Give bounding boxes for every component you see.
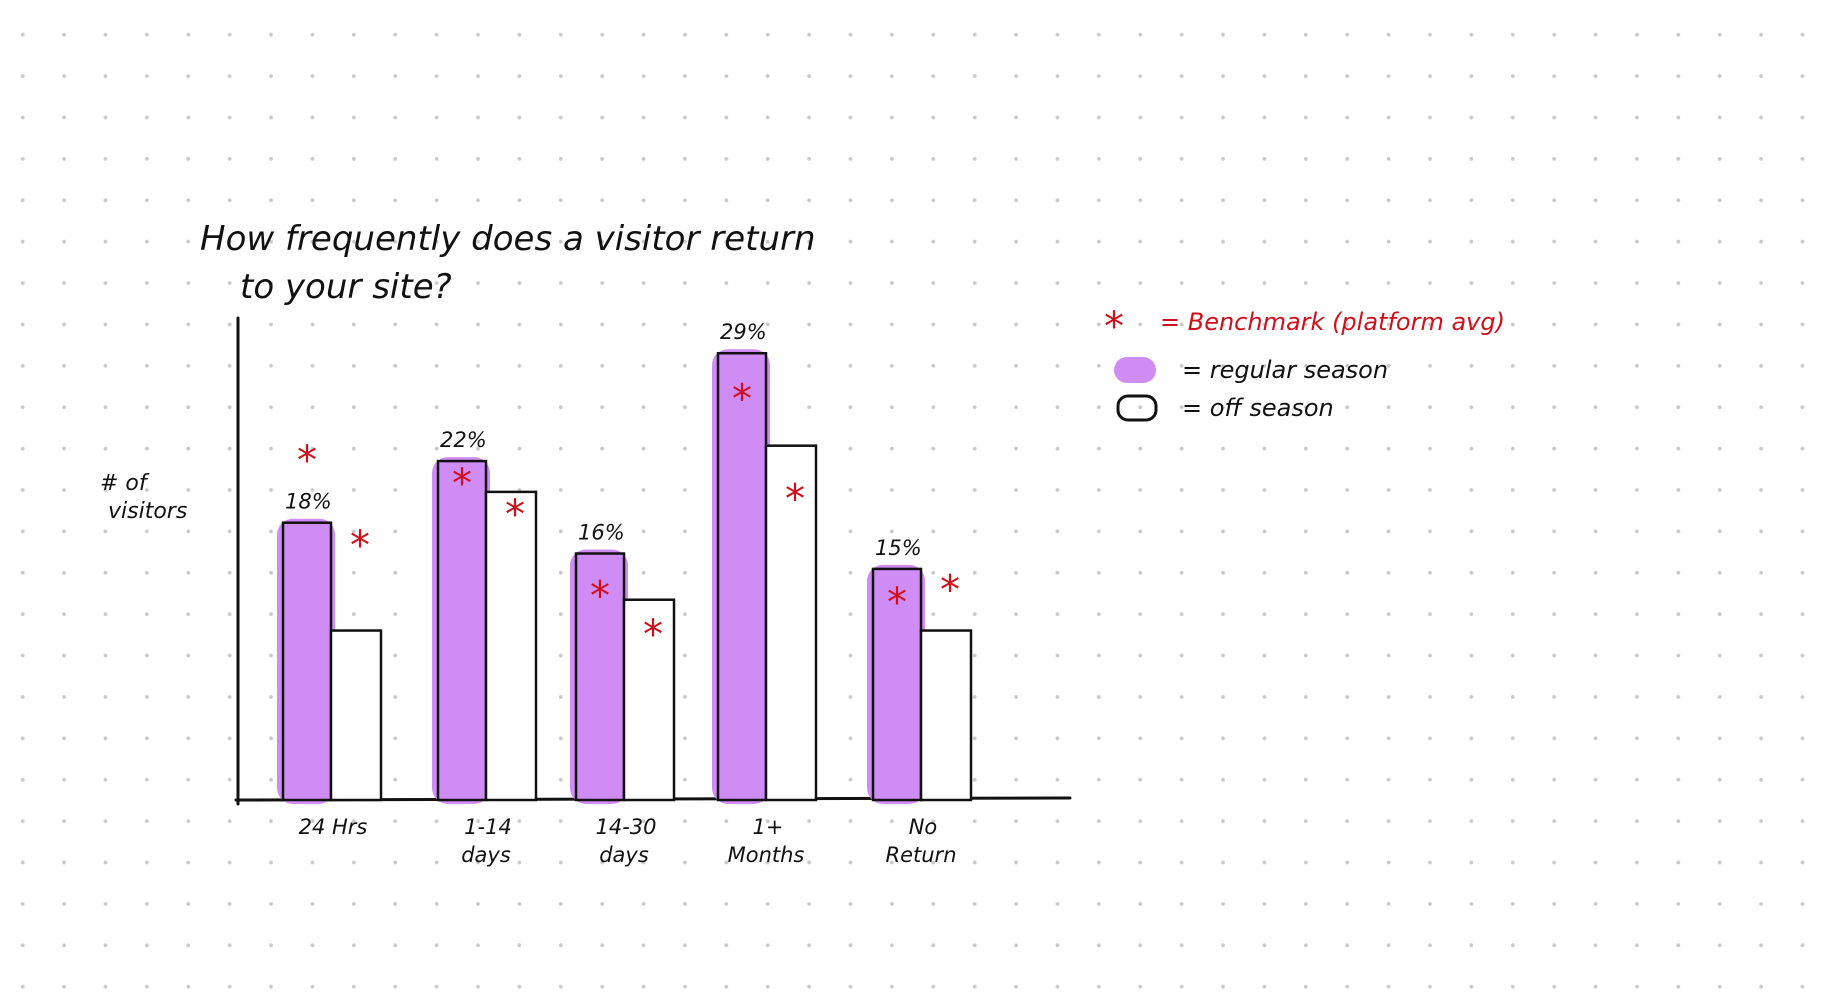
regular-season-bar-fill: [712, 349, 770, 804]
benchmark-marker-regular: *: [732, 376, 752, 422]
x-tick-label-line2: days: [461, 843, 511, 867]
bar-percent-label: 15%: [875, 536, 922, 560]
x-tick-label: 1-14: [464, 815, 512, 839]
bar-percent-label: 22%: [440, 428, 487, 452]
regular-season-bar-fill: [277, 518, 335, 804]
bar-percent-label: 29%: [720, 320, 767, 344]
x-tick-label-line2: Months: [728, 843, 805, 867]
off-season-bar: [764, 444, 818, 802]
legend-benchmark-star-icon: *: [1104, 304, 1124, 350]
legend-regular-label: = regular season: [1182, 356, 1388, 384]
off-season-bar: [919, 629, 973, 802]
x-tick-label: 1+: [753, 815, 784, 839]
benchmark-marker-off: *: [940, 567, 960, 613]
benchmark-marker-off: *: [785, 477, 805, 523]
regular-season-bar-fill: [432, 457, 490, 804]
benchmark-marker-regular: *: [297, 438, 317, 484]
y-axis-label-line1: # of: [100, 471, 150, 496]
legend-off-swatch: [1116, 394, 1158, 422]
x-tick-label: 14-30: [595, 815, 656, 839]
off-season-bar: [484, 490, 538, 802]
legend: * = Benchmark (platform avg) = regular s…: [1104, 304, 1505, 422]
bar-percent-label: 18%: [285, 490, 332, 514]
regular-season-bar-fill: [570, 549, 628, 804]
off-season-bar: [622, 598, 676, 802]
x-tick-label-line2: Return: [886, 843, 957, 867]
benchmark-marker-regular: *: [887, 580, 907, 626]
regular-season-bar-fill: [867, 564, 925, 804]
legend-off-label: = off season: [1182, 394, 1334, 422]
bar-percent-label: 16%: [578, 521, 625, 545]
benchmark-marker-regular: *: [590, 574, 610, 620]
legend-benchmark-label: = Benchmark (platform avg): [1160, 308, 1505, 336]
x-tick-label: 24 Hrs: [299, 815, 368, 839]
benchmark-marker-off: *: [350, 523, 370, 569]
benchmark-marker-regular: *: [452, 461, 472, 507]
benchmark-marker-off: *: [643, 612, 663, 658]
y-axis-label-line2: visitors: [108, 499, 187, 524]
benchmark-marker-off: *: [505, 492, 525, 538]
off-season-bar: [329, 629, 383, 802]
chart-title-line1: How frequently does a visitor return: [200, 219, 816, 259]
legend-regular-swatch: [1114, 357, 1156, 383]
x-tick-label-line2: days: [599, 843, 649, 867]
x-tick-label: No: [909, 815, 938, 839]
chart-title-line2: to your site?: [240, 267, 452, 307]
